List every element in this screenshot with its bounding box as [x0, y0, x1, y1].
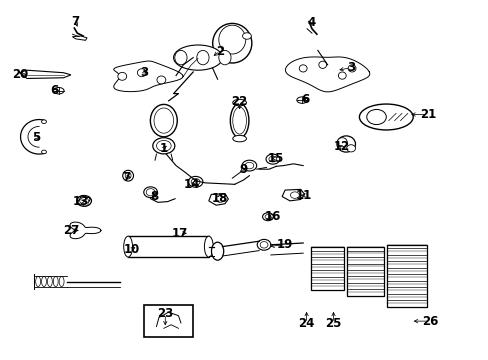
Ellipse shape [262, 213, 273, 221]
Ellipse shape [175, 50, 186, 65]
Ellipse shape [153, 138, 175, 154]
Ellipse shape [47, 276, 52, 287]
Bar [386, 245, 427, 307]
Ellipse shape [232, 135, 246, 142]
Text: 20: 20 [12, 68, 29, 81]
Polygon shape [208, 194, 228, 205]
Ellipse shape [80, 198, 88, 204]
Text: 18: 18 [211, 192, 228, 204]
Text: 5: 5 [33, 131, 41, 144]
Text: 22: 22 [231, 95, 247, 108]
Text: 2: 2 [216, 45, 224, 58]
Ellipse shape [59, 276, 64, 287]
Polygon shape [72, 36, 87, 40]
Text: 1: 1 [160, 142, 167, 155]
Ellipse shape [41, 120, 46, 123]
Text: 17: 17 [171, 227, 188, 240]
Ellipse shape [218, 50, 231, 65]
Ellipse shape [150, 104, 177, 137]
Text: 21: 21 [419, 108, 435, 121]
Bar [144, 305, 193, 337]
Bar [128, 236, 208, 257]
Ellipse shape [125, 172, 131, 179]
Ellipse shape [41, 276, 46, 287]
Ellipse shape [242, 33, 251, 39]
Ellipse shape [204, 236, 213, 257]
Ellipse shape [118, 72, 126, 80]
Bar [310, 247, 343, 290]
Text: 14: 14 [183, 178, 200, 191]
Ellipse shape [41, 150, 46, 154]
Ellipse shape [296, 97, 307, 103]
Ellipse shape [156, 140, 171, 151]
Ellipse shape [53, 87, 64, 94]
Ellipse shape [268, 156, 276, 162]
Ellipse shape [196, 50, 209, 65]
Text: 6: 6 [51, 84, 59, 97]
Ellipse shape [215, 196, 224, 202]
Ellipse shape [212, 23, 251, 63]
Text: 7: 7 [122, 171, 130, 184]
Ellipse shape [244, 162, 253, 169]
Text: 26: 26 [421, 315, 438, 328]
Text: 23: 23 [157, 307, 173, 320]
Ellipse shape [53, 276, 58, 287]
Text: 24: 24 [298, 317, 314, 330]
Text: 27: 27 [62, 224, 79, 237]
Polygon shape [20, 70, 71, 78]
Text: 3: 3 [140, 66, 148, 78]
Ellipse shape [123, 236, 132, 257]
Ellipse shape [366, 109, 386, 125]
Ellipse shape [359, 104, 412, 130]
Text: 25: 25 [325, 317, 341, 330]
Text: 8: 8 [150, 190, 158, 203]
Ellipse shape [242, 160, 256, 171]
Text: 15: 15 [267, 152, 284, 165]
Text: 11: 11 [295, 189, 312, 202]
Ellipse shape [318, 61, 326, 68]
Ellipse shape [260, 242, 267, 248]
Text: 12: 12 [332, 140, 349, 153]
Ellipse shape [230, 104, 248, 138]
Bar [346, 247, 383, 296]
Ellipse shape [337, 138, 346, 147]
Ellipse shape [232, 99, 246, 106]
Text: 4: 4 [307, 16, 315, 29]
Text: 7: 7 [72, 15, 80, 28]
Ellipse shape [36, 276, 41, 287]
Ellipse shape [143, 187, 157, 198]
Ellipse shape [146, 189, 155, 196]
Ellipse shape [188, 176, 203, 187]
Polygon shape [282, 189, 304, 201]
Text: 13: 13 [72, 195, 89, 208]
Ellipse shape [336, 136, 355, 152]
Ellipse shape [137, 69, 146, 77]
Ellipse shape [218, 25, 245, 54]
Ellipse shape [290, 192, 299, 198]
Text: 6: 6 [301, 93, 309, 106]
Ellipse shape [191, 179, 200, 185]
Text: 9: 9 [239, 163, 247, 176]
Ellipse shape [265, 154, 279, 164]
Ellipse shape [154, 108, 173, 133]
Ellipse shape [77, 195, 91, 206]
Ellipse shape [264, 215, 270, 219]
Ellipse shape [122, 170, 133, 181]
Ellipse shape [338, 72, 346, 79]
Ellipse shape [232, 107, 246, 134]
Text: 10: 10 [123, 243, 140, 256]
Text: 3: 3 [346, 61, 354, 74]
Ellipse shape [173, 45, 222, 70]
Ellipse shape [346, 145, 355, 152]
Ellipse shape [299, 65, 306, 72]
Ellipse shape [157, 76, 165, 84]
Text: 16: 16 [264, 210, 281, 222]
Text: 19: 19 [276, 238, 292, 251]
Ellipse shape [347, 65, 355, 72]
Ellipse shape [211, 242, 224, 260]
Ellipse shape [257, 239, 270, 250]
